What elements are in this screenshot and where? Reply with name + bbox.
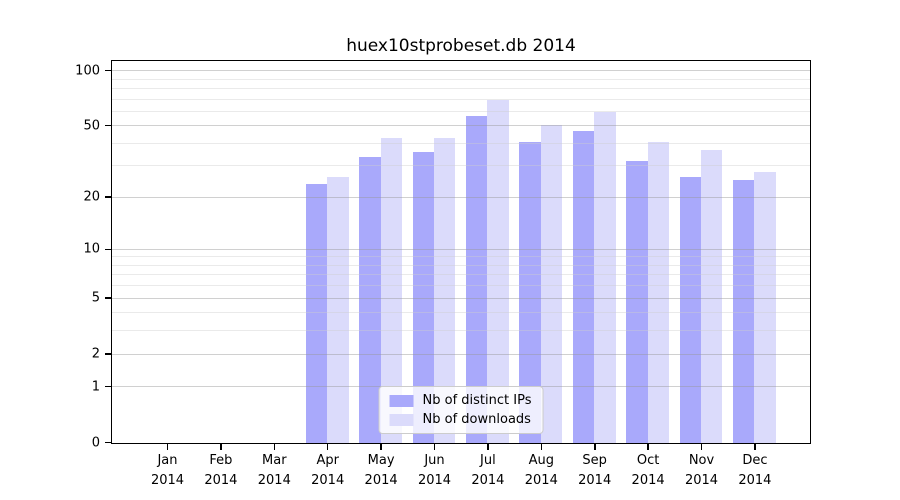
bar-apr-downloads: [327, 177, 349, 443]
legend-label-distinct-ips: Nb of distinct IPs: [422, 393, 532, 408]
legend: Nb of distinct IPs Nb of downloads: [378, 386, 544, 434]
legend-swatch-distinct-ips: [389, 394, 414, 407]
x-tick-mark-oct: [647, 444, 649, 450]
y-tick-label-0: 0: [91, 435, 100, 450]
bar-may-distinct-ips: [359, 156, 381, 443]
x-tick-year: 2014: [684, 472, 719, 488]
bar-nov-downloads: [701, 149, 723, 443]
minor-gridline-60: [112, 110, 810, 112]
major-gridline-10: [112, 248, 810, 250]
x-tick-label-feb: Feb 2014: [204, 451, 237, 490]
bar-nov-distinct-ips: [679, 177, 701, 443]
minor-gridline-8: [112, 264, 810, 266]
x-tick-month: Oct: [636, 453, 660, 468]
x-tick-month: Jan: [157, 453, 178, 468]
x-tick-mark-nov: [700, 444, 703, 450]
bar-sep-downloads: [594, 111, 616, 443]
legend-item-distinct-ips: Nb of distinct IPs: [389, 393, 532, 408]
major-gridline-50: [112, 125, 810, 127]
x-tick-month: Sep: [582, 453, 607, 468]
bar-dec-distinct-ips: [733, 180, 755, 443]
x-tick-month: Feb: [209, 453, 233, 468]
minor-gridline-4: [112, 312, 810, 314]
x-tick-label-apr: Apr 2014: [311, 451, 344, 490]
minor-gridline-3: [112, 330, 810, 332]
x-tick-mark-apr: [326, 444, 329, 450]
minor-gridline-40: [112, 142, 810, 144]
x-tick-month: Nov: [688, 453, 715, 468]
y-tick-label-50: 50: [83, 118, 100, 134]
x-tick-label-jul: Jul 2014: [471, 451, 504, 490]
x-tick-label-jan: Jan 2014: [151, 451, 184, 490]
y-tick-label-20: 20: [83, 189, 100, 205]
x-tick-month: Aug: [528, 453, 554, 468]
bar-dec-downloads: [754, 171, 776, 443]
x-tick-year: 2014: [150, 472, 185, 488]
x-tick-month: Dec: [742, 453, 768, 468]
x-tick-mark-jul: [487, 444, 489, 450]
legend-swatch-downloads: [389, 413, 414, 426]
x-tick-mark-jan: [166, 444, 169, 450]
x-tick-year: 2014: [578, 472, 612, 488]
x-tick-mark-feb: [220, 444, 222, 450]
x-tick-year: 2014: [257, 472, 291, 488]
x-tick-year: 2014: [471, 472, 505, 488]
x-tick-month: Apr: [316, 453, 339, 468]
minor-gridline-7: [112, 274, 810, 276]
x-tick-label-aug: Aug 2014: [525, 451, 558, 490]
x-tick-label-dec: Dec 2014: [738, 451, 771, 490]
y-tick-label-10: 10: [83, 241, 100, 257]
x-tick-label-mar: Mar 2014: [258, 451, 291, 490]
y-tick-label-5: 5: [91, 290, 100, 306]
x-tick-year: 2014: [417, 472, 452, 488]
bar-aug-downloads: [540, 124, 563, 443]
minor-gridline-6: [112, 285, 810, 287]
minor-gridline-30: [112, 165, 810, 167]
minor-gridline-80: [112, 87, 810, 89]
bar-oct-downloads: [647, 141, 669, 443]
bar-sep-distinct-ips: [572, 131, 595, 443]
x-tick-year: 2014: [524, 472, 558, 488]
x-tick-year: 2014: [311, 472, 345, 488]
y-tick-label-1: 1: [91, 379, 100, 395]
plot-area: Nb of distinct IPs Nb of downloads: [111, 60, 811, 444]
x-tick-label-may: May 2014: [365, 451, 398, 490]
minor-gridline-70: [112, 98, 810, 100]
major-gridline-100: [112, 70, 810, 71]
legend-item-downloads: Nb of downloads: [389, 412, 532, 427]
x-tick-mark-dec: [754, 444, 756, 450]
x-tick-label-sep: Sep 2014: [578, 451, 611, 490]
minor-gridline-9: [112, 256, 810, 258]
x-tick-month: Jul: [480, 453, 496, 468]
x-tick-mark-aug: [540, 444, 542, 450]
major-gridline-20: [112, 196, 810, 198]
x-tick-year: 2014: [631, 472, 665, 488]
x-tick-month: May: [367, 453, 395, 468]
x-tick-mark-jun: [433, 444, 436, 450]
x-tick-month: Jun: [424, 453, 445, 468]
x-tick-year: 2014: [364, 472, 398, 488]
x-tick-year: 2014: [738, 472, 772, 488]
major-gridline-5: [112, 297, 810, 299]
bar-oct-distinct-ips: [626, 161, 648, 443]
x-tick-mark-sep: [594, 444, 596, 450]
x-tick-label-nov: Nov 2014: [685, 451, 718, 490]
y-tick-label-100: 100: [75, 63, 100, 78]
x-tick-mark-may: [380, 444, 382, 450]
x-tick-mark-mar: [273, 444, 276, 450]
x-tick-label-oct: Oct 2014: [632, 451, 665, 490]
y-tick-label-2: 2: [91, 346, 100, 362]
chart-title: huex10stprobeset.db 2014: [346, 36, 576, 56]
bar-apr-distinct-ips: [305, 183, 328, 443]
x-tick-label-jun: Jun 2014: [418, 451, 451, 490]
x-tick-year: 2014: [204, 472, 238, 488]
major-gridline-2: [112, 353, 810, 355]
x-tick-month: Mar: [262, 453, 287, 468]
legend-label-downloads: Nb of downloads: [422, 412, 531, 427]
minor-gridline-90: [112, 78, 810, 80]
